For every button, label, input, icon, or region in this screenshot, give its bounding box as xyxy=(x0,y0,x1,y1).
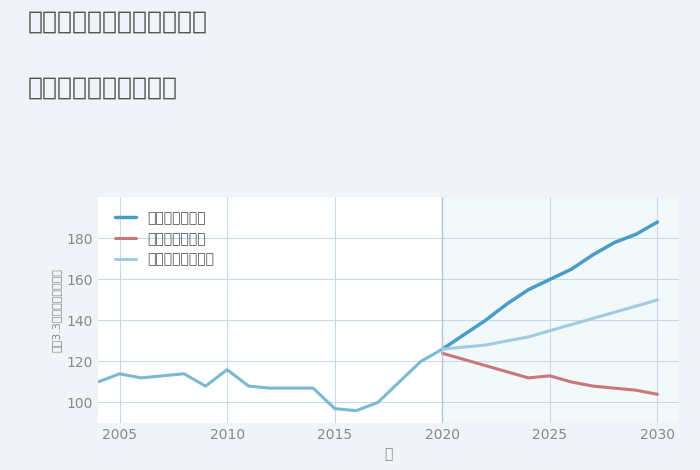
グッドシナリオ xyxy=(567,266,575,272)
ノーマルシナリオ xyxy=(481,342,489,348)
ノーマルシナリオ xyxy=(589,315,597,321)
Text: 中古戸建ての価格推移: 中古戸建ての価格推移 xyxy=(28,75,178,99)
グッドシナリオ xyxy=(632,232,640,237)
バッドシナリオ xyxy=(438,351,447,356)
Line: ノーマルシナリオ: ノーマルシナリオ xyxy=(442,300,657,349)
Y-axis label: 坪（3.3㎡）単価（万円）: 坪（3.3㎡）単価（万円） xyxy=(51,268,61,352)
グッドシナリオ xyxy=(546,277,554,282)
グッドシナリオ xyxy=(460,332,468,337)
ノーマルシナリオ xyxy=(567,322,575,328)
バッドシナリオ xyxy=(503,369,511,375)
バッドシナリオ xyxy=(460,357,468,362)
Line: バッドシナリオ: バッドシナリオ xyxy=(442,353,657,394)
グッドシナリオ xyxy=(481,318,489,323)
バッドシナリオ xyxy=(632,387,640,393)
グッドシナリオ xyxy=(610,240,619,245)
ノーマルシナリオ xyxy=(438,346,447,352)
Text: 大阪府豊中市新千里北町の: 大阪府豊中市新千里北町の xyxy=(28,9,208,33)
ノーマルシナリオ xyxy=(610,309,619,315)
グッドシナリオ xyxy=(589,252,597,258)
バッドシナリオ xyxy=(589,383,597,389)
バッドシナリオ xyxy=(610,385,619,391)
バッドシナリオ xyxy=(653,392,662,397)
Legend: グッドシナリオ, バッドシナリオ, ノーマルシナリオ: グッドシナリオ, バッドシナリオ, ノーマルシナリオ xyxy=(111,207,218,271)
バッドシナリオ xyxy=(546,373,554,379)
バッドシナリオ xyxy=(524,375,533,381)
ノーマルシナリオ xyxy=(546,328,554,334)
X-axis label: 年: 年 xyxy=(384,447,393,462)
グッドシナリオ xyxy=(503,301,511,307)
ノーマルシナリオ xyxy=(653,297,662,303)
グッドシナリオ xyxy=(524,287,533,292)
ノーマルシナリオ xyxy=(460,345,468,350)
バッドシナリオ xyxy=(567,379,575,385)
グッドシナリオ xyxy=(653,219,662,225)
ノーマルシナリオ xyxy=(524,334,533,340)
ノーマルシナリオ xyxy=(632,303,640,309)
Bar xyxy=(442,197,679,423)
バッドシナリオ xyxy=(481,363,489,368)
グッドシナリオ xyxy=(438,346,447,352)
ノーマルシナリオ xyxy=(503,338,511,344)
Line: グッドシナリオ: グッドシナリオ xyxy=(442,222,657,349)
